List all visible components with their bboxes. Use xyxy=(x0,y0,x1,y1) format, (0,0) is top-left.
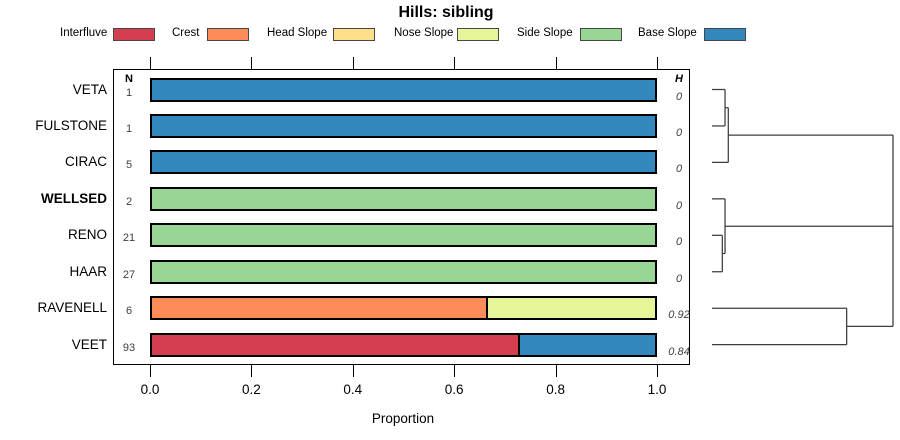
chart-title: Hills: sibling xyxy=(398,4,494,21)
x-axis-tick xyxy=(150,364,151,377)
n-column-header: N xyxy=(125,73,133,85)
x-axis-top-tick xyxy=(251,56,253,69)
h-value: 0 xyxy=(675,126,683,139)
bar-segment xyxy=(152,261,655,282)
bar-segment xyxy=(152,115,655,136)
n-value: 93 xyxy=(122,341,136,354)
n-value: 21 xyxy=(122,232,136,245)
x-axis-tick-label: 0.8 xyxy=(546,382,565,397)
x-axis-top-tick xyxy=(352,56,354,69)
x-axis-top-tick xyxy=(454,56,456,69)
bar xyxy=(150,113,657,138)
x-axis-tick-label: 0.4 xyxy=(343,382,363,397)
x-axis-top-tick xyxy=(657,56,658,69)
n-value: 27 xyxy=(122,268,136,281)
x-axis-top-tick xyxy=(555,56,557,69)
legend-swatch xyxy=(580,28,622,41)
n-value: 1 xyxy=(125,86,133,99)
x-axis-title: Proportion xyxy=(371,411,435,426)
legend-label: Side Slope xyxy=(517,27,573,39)
legend-label: Base Slope xyxy=(638,27,697,39)
bar-segment xyxy=(152,298,487,319)
bar-segment xyxy=(486,298,655,319)
legend-swatch xyxy=(704,28,746,41)
h-value: 0.92 xyxy=(668,309,690,322)
x-axis-tick xyxy=(555,364,557,377)
legend-swatch xyxy=(457,28,499,41)
legend-swatch xyxy=(113,28,155,41)
x-axis-tick xyxy=(251,364,253,377)
bar xyxy=(150,223,657,248)
h-value: 0.84 xyxy=(668,345,690,358)
h-value: 0 xyxy=(675,199,683,212)
bar xyxy=(150,259,657,284)
y-axis-label: RENO xyxy=(67,227,107,243)
h-value: 0 xyxy=(675,236,683,249)
bar xyxy=(150,77,657,102)
bar xyxy=(150,296,657,321)
bar-segment xyxy=(518,334,655,355)
n-value: 6 xyxy=(125,305,133,318)
bar xyxy=(150,150,657,175)
x-axis-top-tick xyxy=(150,56,151,69)
legend-label: Interfluve xyxy=(60,27,108,39)
bar-segment xyxy=(152,188,655,209)
y-axis-label: CIRAC xyxy=(64,154,107,170)
bar-segment xyxy=(152,334,519,355)
x-axis-tick xyxy=(352,364,354,377)
n-value: 2 xyxy=(125,195,133,208)
y-axis-label: FULSTONE xyxy=(35,117,107,133)
x-axis-tick-label: 0.0 xyxy=(140,382,160,397)
y-axis-label: VETA xyxy=(72,81,107,97)
legend-label: Crest xyxy=(172,27,200,39)
legend-label: Head Slope xyxy=(267,27,328,39)
y-axis-label: HAAR xyxy=(69,263,107,279)
bar xyxy=(150,332,657,357)
x-axis-tick-label: 1.0 xyxy=(647,382,667,397)
x-axis-tick xyxy=(454,364,456,377)
bar-segment xyxy=(152,152,655,173)
h-value: 0 xyxy=(675,163,683,176)
h-value: 0 xyxy=(675,90,683,103)
legend-swatch xyxy=(207,28,249,41)
n-value: 1 xyxy=(125,122,133,135)
y-axis-label: RAVENELL xyxy=(37,300,107,316)
h-value: 0 xyxy=(675,272,683,285)
x-axis-tick xyxy=(657,364,658,377)
legend-swatch xyxy=(333,28,375,41)
bar-segment xyxy=(152,225,655,246)
legend-label: Nose Slope xyxy=(394,27,454,39)
x-axis-tick-label: 0.6 xyxy=(444,382,464,397)
bar-segment xyxy=(152,79,655,100)
n-value: 5 xyxy=(125,159,133,172)
bar xyxy=(150,186,657,211)
x-axis-tick-label: 0.2 xyxy=(242,382,261,397)
y-axis-label: VEET xyxy=(71,336,107,352)
y-axis-label: WELLSED xyxy=(41,190,107,206)
h-column-header: H xyxy=(675,73,683,85)
